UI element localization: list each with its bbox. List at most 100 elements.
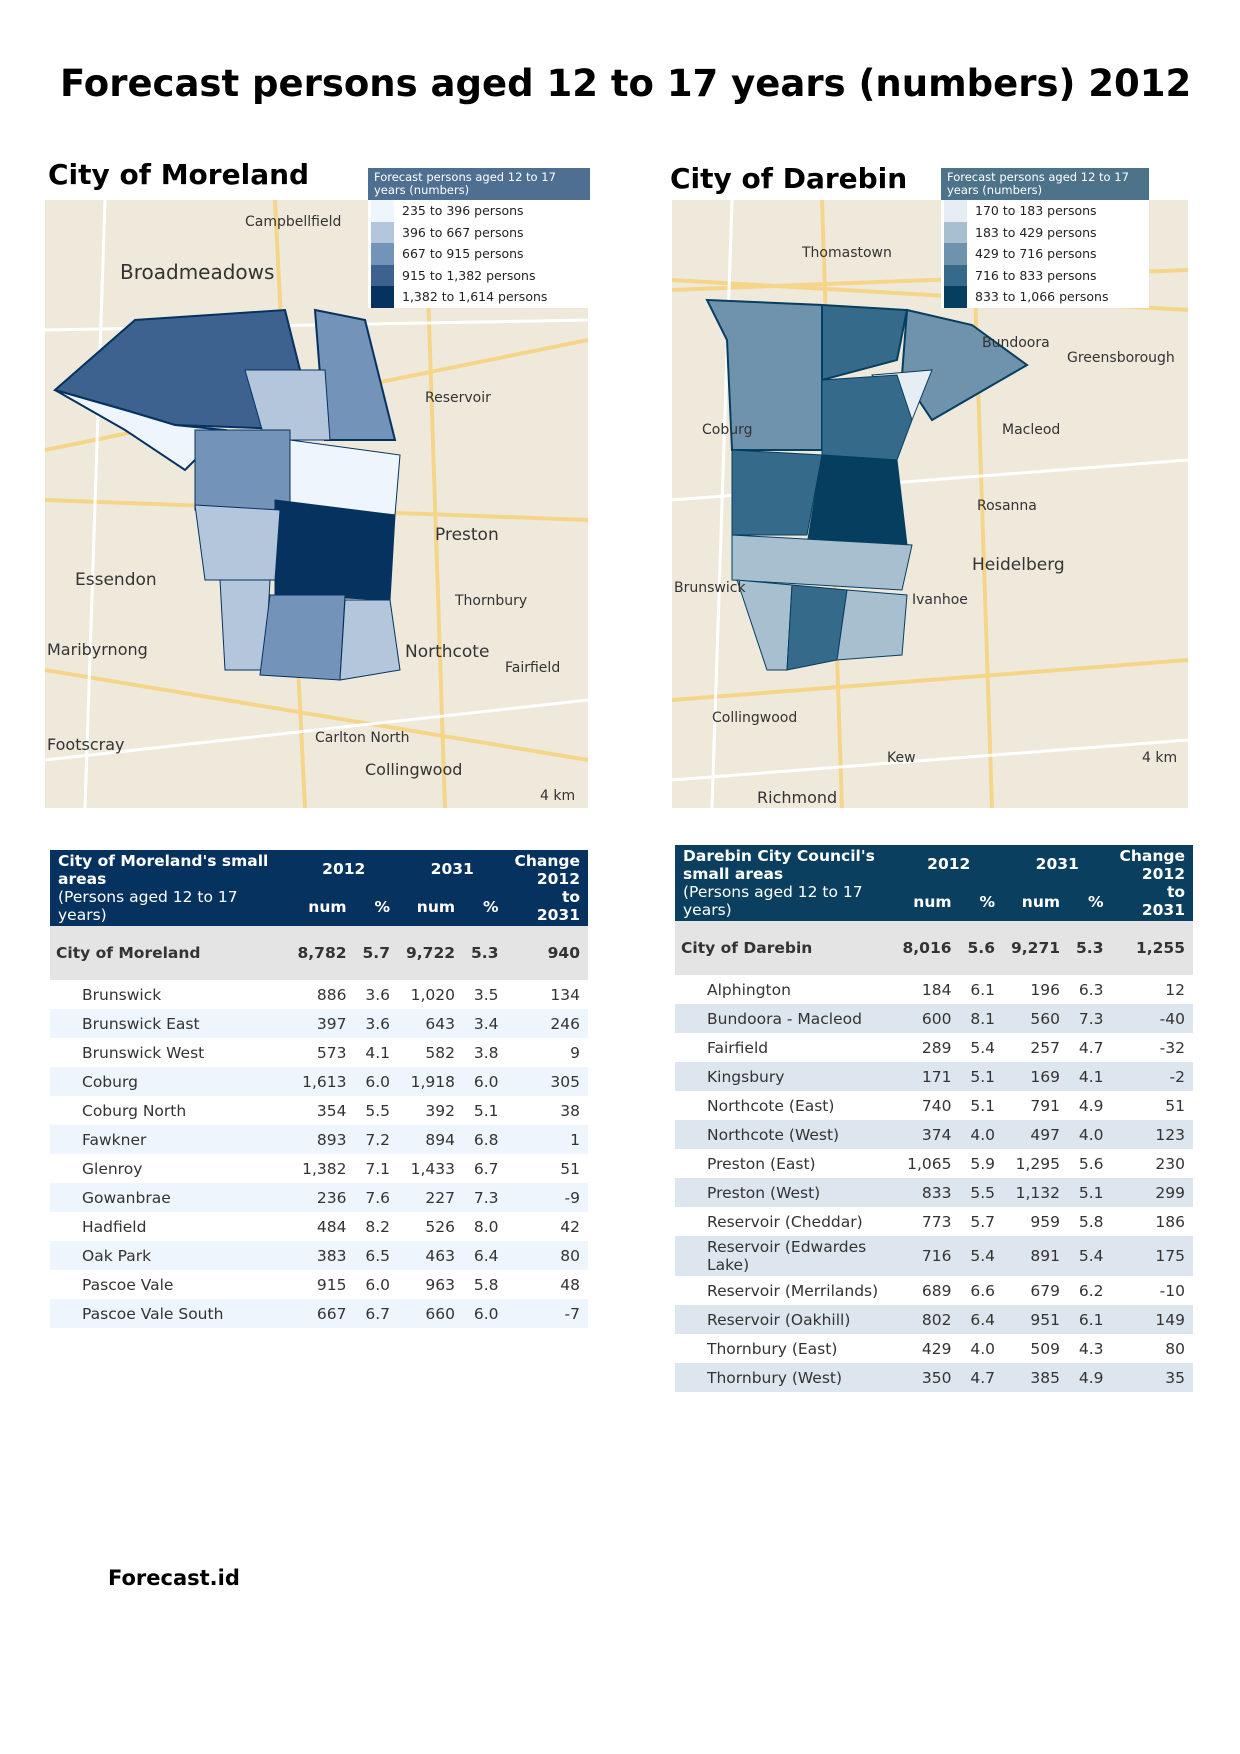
cell: 891 bbox=[1002, 1236, 1069, 1276]
legend-label: 716 to 833 persons bbox=[975, 267, 1097, 283]
legend-swatch bbox=[371, 264, 394, 286]
cell: 5.6 bbox=[959, 921, 1003, 975]
page-title: Forecast persons aged 12 to 17 years (nu… bbox=[60, 62, 1192, 105]
legend-swatch bbox=[371, 286, 394, 308]
area-name: Hadfield bbox=[82, 1217, 147, 1236]
cell: 171 bbox=[894, 1062, 960, 1091]
map-label: Heidelberg bbox=[972, 555, 1065, 575]
cell: 1 bbox=[506, 1125, 588, 1154]
area-name: Gowanbrae bbox=[50, 1183, 290, 1212]
legend-swatch bbox=[371, 221, 394, 243]
cell: 184 bbox=[921, 980, 952, 999]
area-name: Bundoora - Macleod bbox=[675, 1004, 895, 1033]
cell: 289 bbox=[921, 1038, 952, 1057]
legend-item: 170 to 183 persons bbox=[941, 200, 1149, 222]
legend-item: 235 to 396 persons bbox=[368, 200, 590, 222]
subheader-row: num% num% bbox=[50, 888, 588, 926]
cell: 5.4 bbox=[1068, 1236, 1112, 1276]
total-row: City of Moreland 8,782 5.7 9,722 5.3 940 bbox=[50, 926, 588, 980]
cell: 374 bbox=[894, 1120, 960, 1149]
cell: 1,433 bbox=[410, 1159, 456, 1178]
area-name: Glenroy bbox=[82, 1159, 143, 1178]
map-label: Macleod bbox=[1002, 422, 1061, 438]
table-row: Reservoir (Edwardes Lake) 716 5.4 891 5.4 175 bbox=[675, 1236, 1193, 1276]
cell: 526 bbox=[425, 1217, 456, 1236]
cell: 6.8 bbox=[463, 1125, 507, 1154]
cell: 8,016 bbox=[894, 921, 960, 975]
area-name: Thornbury (East) bbox=[707, 1339, 838, 1358]
cell: 1,132 bbox=[1002, 1178, 1069, 1207]
cell: 8,782 bbox=[289, 926, 355, 980]
cell: 7.3 bbox=[1068, 1004, 1112, 1033]
area-name: Northcote (East) bbox=[707, 1096, 835, 1115]
darebin-table: Darebin City Council's small areas (Perso… bbox=[675, 845, 1193, 1392]
cell: 1,255 bbox=[1111, 921, 1193, 975]
cell: 689 bbox=[921, 1281, 952, 1300]
cell: 740 bbox=[921, 1096, 952, 1115]
cell: 643 bbox=[397, 1009, 464, 1038]
table-row: Thornbury (East) 429 4.0 509 4.3 80 bbox=[675, 1334, 1193, 1363]
area-name: Reservoir (Oakhill) bbox=[675, 1305, 895, 1334]
cell: 6.3 bbox=[1078, 980, 1104, 999]
table-row: Reservoir (Merrilands) 689 6.6 679 6.2 -10 bbox=[675, 1276, 1193, 1305]
cell: 484 bbox=[316, 1217, 347, 1236]
cell: 791 bbox=[1030, 1096, 1061, 1115]
map-label: Brunswick bbox=[674, 580, 746, 596]
map-label: Thomastown bbox=[802, 245, 892, 261]
legend-label: 1,382 to 1,614 persons bbox=[402, 289, 548, 305]
table-row: Gowanbrae 236 7.6 227 7.3 -9 bbox=[50, 1183, 588, 1212]
cell: 354 bbox=[316, 1101, 347, 1120]
moreland-map-title: City of Moreland bbox=[48, 158, 310, 191]
area-name: Brunswick bbox=[82, 985, 162, 1004]
cell: 299 bbox=[1111, 1178, 1193, 1207]
header-area: Darebin City Council's small areas (Perso… bbox=[675, 845, 895, 921]
map-scale: 4 km bbox=[1142, 750, 1178, 766]
cell: 6.0 bbox=[463, 1299, 507, 1328]
cell: 134 bbox=[550, 985, 580, 1004]
cell: 560 bbox=[1002, 1004, 1069, 1033]
legend-swatch bbox=[944, 243, 967, 265]
darebin-legend: Forecast persons aged 12 to 17 years (nu… bbox=[941, 168, 1149, 308]
area-name: Reservoir (Edwardes Lake) bbox=[675, 1236, 895, 1276]
cell: 5.1 bbox=[1068, 1178, 1112, 1207]
cell: 667 bbox=[289, 1299, 355, 1328]
table-row: Brunswick West 573 4.1 582 3.8 9 bbox=[50, 1038, 588, 1067]
moreland-legend: Forecast persons aged 12 to 17 years (nu… bbox=[368, 168, 590, 308]
map-scale: 4 km bbox=[540, 788, 576, 804]
cell: 463 bbox=[397, 1241, 464, 1270]
cell: -7 bbox=[506, 1299, 588, 1328]
header-row: City of Moreland's small areas (Persons a… bbox=[50, 850, 588, 926]
area-name: Thornbury (West) bbox=[675, 1363, 895, 1392]
area-name: Coburg bbox=[50, 1067, 290, 1096]
cell: 5.4 bbox=[959, 1236, 1003, 1276]
cell: 5.7 bbox=[970, 1212, 995, 1231]
map-label: Footscray bbox=[47, 735, 125, 754]
cell: 582 bbox=[425, 1043, 456, 1062]
cell: 6.0 bbox=[365, 1275, 390, 1294]
area-name: City of Darebin bbox=[675, 921, 895, 975]
map-label: Greensborough bbox=[1067, 350, 1175, 366]
cell: -9 bbox=[506, 1183, 588, 1212]
cell: 257 bbox=[1030, 1038, 1061, 1057]
cell: 9,271 bbox=[1002, 921, 1069, 975]
cell: 6.4 bbox=[959, 1305, 1003, 1334]
area-name: Preston (West) bbox=[675, 1178, 895, 1207]
cell: 4.7 bbox=[1078, 1038, 1104, 1057]
cell: 7.2 bbox=[354, 1125, 398, 1154]
cell: 6.7 bbox=[473, 1159, 499, 1178]
table-row: Preston (West) 833 5.5 1,132 5.1 299 bbox=[675, 1178, 1193, 1207]
table-row: Kingsbury 171 5.1 169 4.1 -2 bbox=[675, 1062, 1193, 1091]
table-row: Fawkner 893 7.2 894 6.8 1 bbox=[50, 1125, 588, 1154]
cell: 600 bbox=[894, 1004, 960, 1033]
legend-swatch bbox=[944, 200, 967, 222]
subheader-row: num% num% bbox=[675, 883, 1193, 921]
cell: 1,918 bbox=[397, 1067, 464, 1096]
cell: 5.7 bbox=[354, 926, 398, 980]
legend-item: 716 to 833 persons bbox=[941, 264, 1149, 286]
cell: 392 bbox=[425, 1101, 456, 1120]
legend-title: Forecast persons aged 12 to 17 years (nu… bbox=[368, 168, 590, 200]
map-label: Coburg bbox=[702, 422, 753, 438]
cell: 6.7 bbox=[354, 1299, 398, 1328]
cell: 4.0 bbox=[1068, 1120, 1112, 1149]
cell: 5.1 bbox=[970, 1096, 995, 1115]
